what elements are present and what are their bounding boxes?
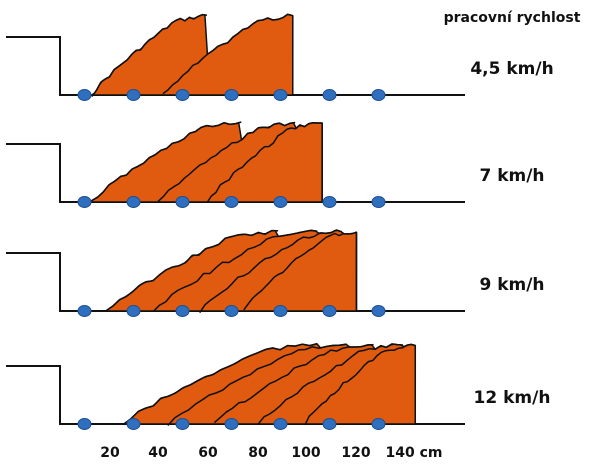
- throw-contour-2: [152, 229, 318, 313]
- tine-marker: [371, 89, 386, 101]
- throw-contour-2: [162, 13, 294, 95]
- throw-contour-4: [257, 343, 404, 425]
- tine-marker: [77, 196, 92, 208]
- throw-contour-5: [304, 343, 416, 426]
- header-title: pracovní rychlost: [444, 10, 581, 26]
- throw-contour-1: [91, 121, 242, 202]
- axis-label-60: 60: [198, 445, 218, 461]
- speed-label: 12 km/h: [474, 388, 551, 408]
- tine-marker: [273, 196, 288, 208]
- tine-marker: [224, 89, 239, 101]
- panel-3: 9 km/h: [6, 229, 545, 317]
- tine-marker: [175, 305, 190, 317]
- tine-marker: [322, 305, 337, 317]
- throw-contour-1: [106, 229, 279, 312]
- tine-marker: [371, 196, 386, 208]
- speed-label: 9 km/h: [479, 275, 544, 295]
- throw-contour-3: [199, 229, 343, 314]
- tine-marker: [126, 418, 141, 430]
- tine-marker: [322, 196, 337, 208]
- speed-label: 7 km/h: [479, 166, 544, 186]
- tine-marker: [273, 418, 288, 430]
- speed-panels: 4,5 km/h 7 km/h 9 km/h 12 km/h: [6, 13, 554, 430]
- distance-axis: 20 40 60 80 100 120 140 cm: [100, 445, 442, 461]
- tine-marker: [273, 305, 288, 317]
- throw-contour-3: [206, 122, 323, 204]
- axis-label-40: 40: [148, 445, 168, 461]
- tine-marker: [126, 89, 141, 101]
- throw-contour-3: [213, 343, 374, 424]
- tine-marker: [77, 418, 92, 430]
- tine-marker: [224, 305, 239, 317]
- tine-marker: [175, 418, 190, 430]
- tine-marker: [126, 305, 141, 317]
- tine-marker: [77, 305, 92, 317]
- tine-marker: [322, 89, 337, 101]
- axis-label-140-cm: 140 cm: [386, 445, 443, 461]
- axis-label-100: 100: [291, 445, 320, 461]
- tine-marker: [126, 196, 141, 208]
- speed-label: 4,5 km/h: [470, 59, 553, 79]
- axis-label-120: 120: [341, 445, 370, 461]
- throw-contour-1: [91, 13, 208, 98]
- tine-marker: [77, 89, 92, 101]
- throw-contour-2: [157, 121, 296, 203]
- panel-2: 7 km/h: [6, 121, 545, 208]
- tine-marker: [371, 418, 386, 430]
- panel-1: 4,5 km/h: [6, 13, 554, 101]
- tine-marker: [224, 418, 239, 430]
- tine-marker: [175, 196, 190, 208]
- tine-marker: [371, 305, 386, 317]
- axis-label-80: 80: [248, 445, 268, 461]
- tine-marker: [175, 89, 190, 101]
- panel-4: 12 km/h: [6, 342, 551, 430]
- soil-mound: [91, 13, 294, 96]
- axis-label-20: 20: [100, 445, 120, 461]
- throw-contour-1: [123, 342, 318, 425]
- tine-marker: [273, 89, 288, 101]
- tine-marker: [224, 196, 239, 208]
- throw-contour-4: [243, 231, 357, 311]
- throw-contour-2: [167, 343, 347, 427]
- tine-marker: [322, 418, 337, 430]
- soil-mound: [91, 122, 323, 203]
